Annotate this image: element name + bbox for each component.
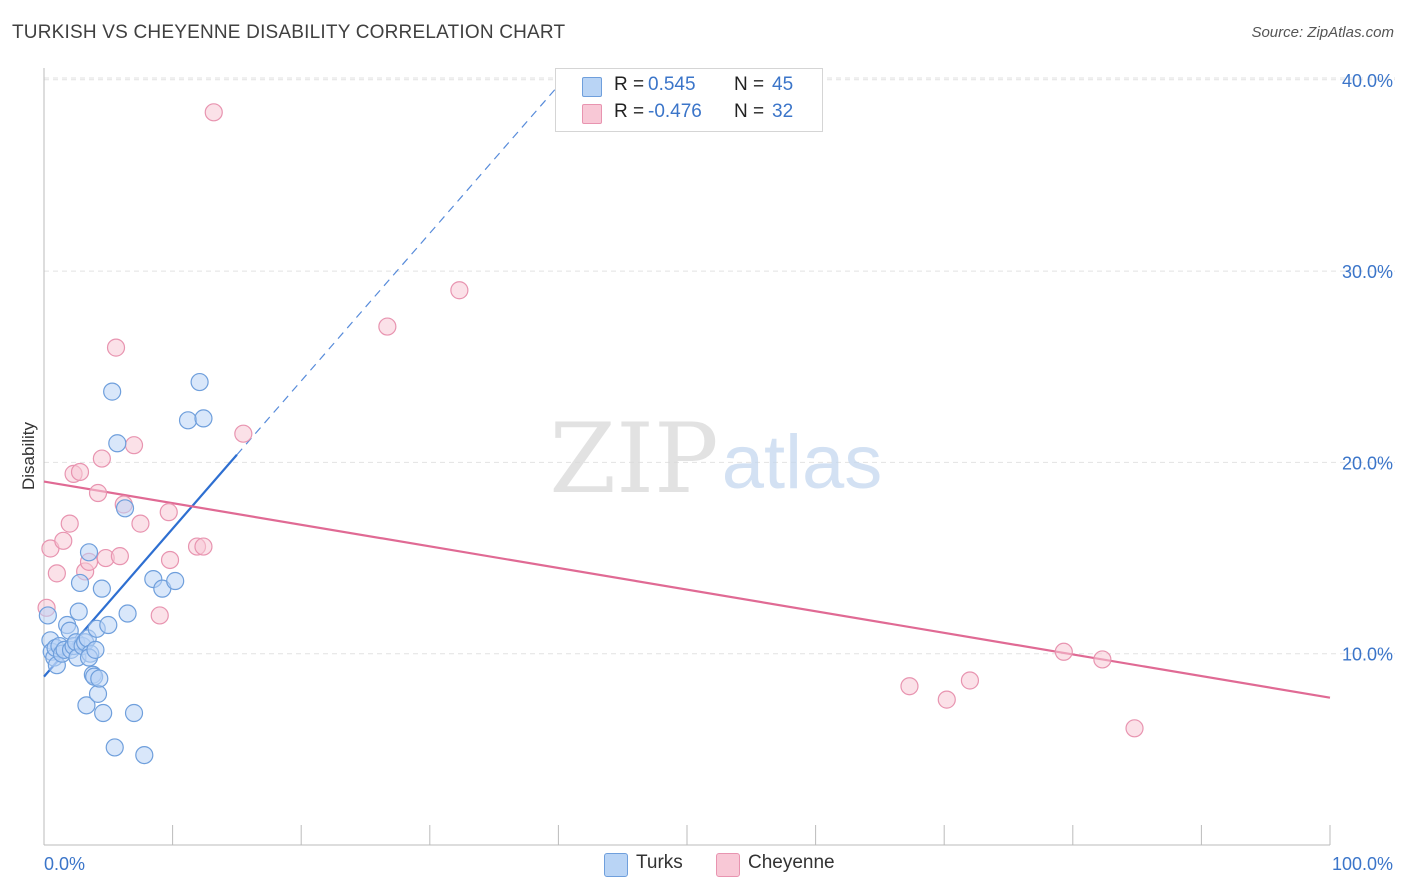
cheyenne-legend-label: Cheyenne: [748, 852, 835, 873]
turks-point: [69, 602, 88, 621]
cheyenne-trend-line: [43, 480, 1331, 699]
turks-point: [38, 606, 57, 625]
turks-point: [135, 745, 154, 765]
turks-swatch: [582, 77, 602, 97]
cheyenne-point: [194, 537, 213, 556]
cheyenne-point: [54, 531, 73, 550]
cheyenne-point: [150, 606, 169, 625]
y-tick-label: 10.0%: [1342, 645, 1393, 665]
turks-point: [190, 372, 209, 392]
y-tick-label: 40.0%: [1342, 71, 1393, 91]
source-label: Source: ZipAtlas.com: [1251, 24, 1394, 41]
cheyenne-point: [1125, 719, 1144, 738]
cheyenne-point: [106, 338, 126, 357]
r-value: 0.545: [648, 74, 696, 95]
turks-point: [77, 696, 96, 715]
cheyenne-point: [92, 449, 111, 468]
turks-point: [194, 409, 213, 428]
cheyenne-point: [70, 462, 90, 482]
cheyenne-point: [88, 483, 108, 503]
cheyenne-point: [900, 677, 919, 696]
cheyenne-point: [1093, 650, 1112, 669]
turks-point: [105, 738, 124, 757]
cheyenne-point: [378, 317, 397, 336]
cheyenne-point: [204, 103, 223, 122]
turks-trend-extension: [236, 85, 559, 456]
turks-point: [103, 382, 122, 401]
cheyenne-point: [60, 514, 79, 533]
r-value: -0.476: [648, 101, 702, 122]
turks-point: [92, 579, 111, 598]
x-tick-label-start: 0.0%: [44, 854, 85, 874]
turks-point: [166, 571, 185, 591]
tick-labels: 10.0% 20.0% 30.0% 40.0% 0.0% 100.0%: [44, 71, 1393, 874]
cheyenne-legend-swatch: [716, 853, 740, 877]
watermark: ZIP atlas: [549, 403, 882, 515]
y-tick-label: 30.0%: [1342, 262, 1393, 282]
cheyenne-point: [1054, 642, 1073, 661]
turks-point: [90, 669, 109, 688]
r-label: R =: [614, 74, 645, 95]
cheyenne-point: [160, 550, 180, 570]
turks-legend-swatch: [604, 853, 628, 877]
turks-point: [178, 411, 198, 430]
watermark-atlas: atlas: [722, 420, 883, 505]
cheyenne-point: [234, 424, 253, 443]
n-value: 32: [772, 101, 794, 122]
cheyenne-point: [937, 690, 956, 709]
turks-point: [118, 604, 137, 623]
n-label: N =: [734, 101, 765, 122]
cheyenne-swatch: [582, 104, 602, 124]
chart-title: TURKISH VS CHEYENNE DISABILITY CORRELATI…: [12, 22, 566, 43]
axes: [43, 68, 1331, 846]
x-tick-label-end: 100.0%: [1332, 854, 1393, 874]
grid-lines: [44, 77, 1395, 655]
cheyenne-point: [124, 436, 144, 455]
trend-lines: [43, 85, 1331, 699]
n-value: 45: [772, 74, 794, 95]
y-axis-label: Disability: [19, 421, 38, 490]
turks-point: [115, 499, 135, 518]
cheyenne-point: [960, 671, 980, 690]
r-label: R =: [614, 101, 645, 122]
turks-point: [70, 573, 90, 593]
cheyenne-point: [159, 503, 178, 522]
turks-legend-label: Turks: [636, 852, 683, 873]
n-label: N =: [734, 74, 765, 95]
turks-point: [94, 703, 113, 723]
cheyenne-point: [131, 514, 150, 533]
turks-points: [38, 372, 213, 765]
turks-point: [86, 640, 105, 659]
turks-point: [99, 615, 118, 635]
watermark-zip: ZIP: [549, 403, 718, 515]
cheyenne-point: [110, 547, 129, 566]
correlation-legend: R = 0.545 N = 45 R = -0.476 N = 32: [555, 68, 823, 132]
y-tick-label: 20.0%: [1342, 453, 1393, 473]
turks-point: [124, 703, 144, 723]
turks-point: [108, 434, 127, 453]
turks-point: [88, 684, 108, 703]
turks-point: [79, 543, 99, 562]
cheyenne-point: [450, 281, 469, 300]
cheyenne-point: [47, 564, 66, 583]
